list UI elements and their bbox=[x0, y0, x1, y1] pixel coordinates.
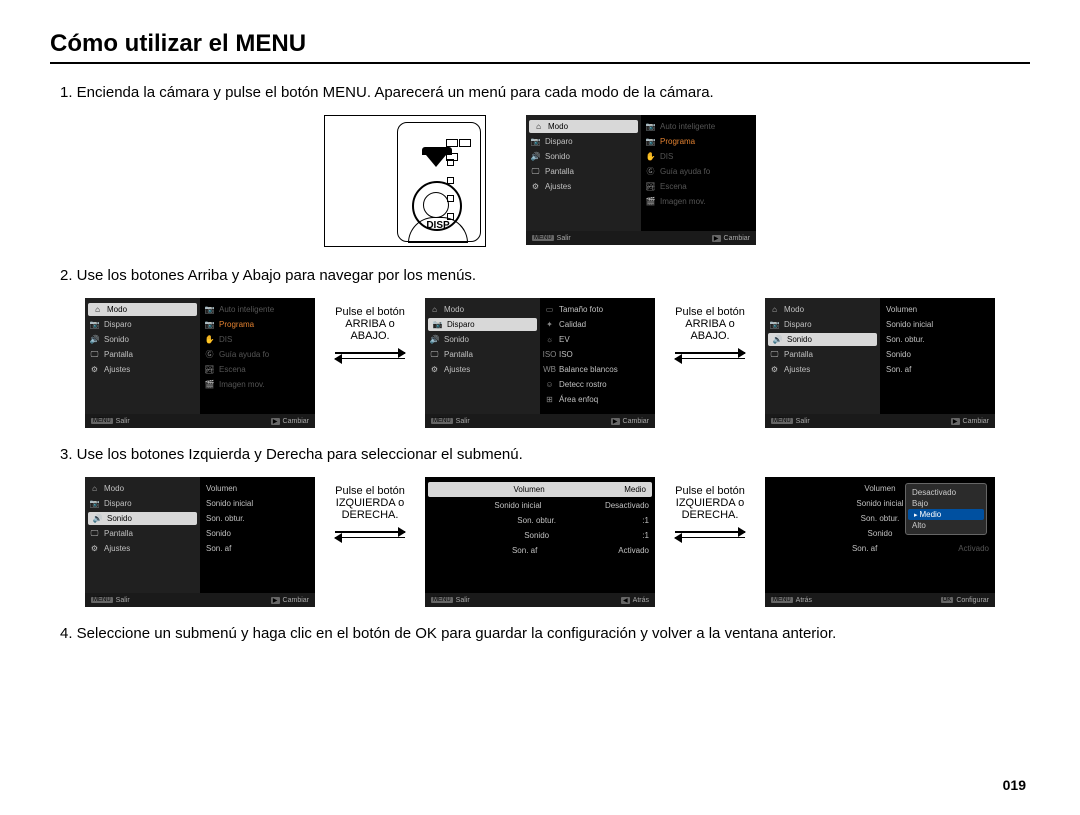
arrow-right-icon bbox=[675, 531, 745, 533]
menu-item-modo[interactable]: ⌂Modo bbox=[529, 120, 638, 133]
menu-item-sonido[interactable]: 🔊Sonido bbox=[526, 149, 641, 164]
arrow-right-icon bbox=[335, 352, 405, 354]
option-bajo[interactable]: Bajo bbox=[906, 498, 986, 509]
volume-option-panel: Desactivado Bajo Medio Alto bbox=[905, 483, 987, 535]
instruction-updown-2: Pulse el botón ARRIBA o ABAJO. bbox=[665, 298, 755, 359]
arrow-right-icon bbox=[675, 352, 745, 354]
instruction-lr-2: Pulse el botón IZQUIERDA o DERECHA. bbox=[665, 477, 755, 538]
step-2: 2. Use los botones Arriba y Abajo para n… bbox=[60, 267, 1030, 284]
screen-sonido: ⌂Modo 📷Disparo 🔊Sonido 🖵Pantalla ⚙Ajuste… bbox=[765, 298, 995, 428]
option-alto[interactable]: Alto bbox=[906, 520, 986, 531]
kv-af[interactable]: Son. afActivado bbox=[425, 543, 655, 558]
kv-volumen[interactable]: VolumenMedio bbox=[428, 482, 652, 497]
arrow-left-icon bbox=[675, 358, 745, 360]
step-4: 4. Seleccione un submenú y haga clic en … bbox=[60, 625, 1030, 642]
camera-body: DISP bbox=[397, 122, 481, 242]
camera-diagram: DISP bbox=[324, 115, 486, 247]
row-1: DISP ⌂Modo 📷Disparo 🔊Sonido 🖵Pantalla ⚙A… bbox=[50, 115, 1030, 247]
page-title: Cómo utilizar el MENU bbox=[50, 30, 1030, 64]
submenu-dis[interactable]: ✋DIS bbox=[641, 149, 756, 164]
submenu-guia[interactable]: ⒼGuía ayuda fo bbox=[641, 164, 756, 179]
submenu-auto[interactable]: 📷Auto inteligente bbox=[641, 119, 756, 134]
row-3: ⌂Modo 📷Disparo 🔊Sonido 🖵Pantalla ⚙Ajuste… bbox=[50, 477, 1030, 607]
kv-obtur[interactable]: Son. obtur.:1 bbox=[425, 513, 655, 528]
screen-volume-options: Volumen Sonido inicial Son. obtur. Sonid… bbox=[765, 477, 995, 607]
option-desactivado[interactable]: Desactivado bbox=[906, 487, 986, 498]
option-medio[interactable]: Medio bbox=[908, 509, 984, 520]
step-1: 1. Encienda la cámara y pulse el botón M… bbox=[60, 84, 1030, 101]
page-number: 019 bbox=[1003, 777, 1026, 793]
down-arrow-icon bbox=[426, 155, 446, 167]
menu-item-ajustes[interactable]: ⚙Ajustes bbox=[526, 179, 641, 194]
step-3: 3. Use los botones Izquierda y Derecha p… bbox=[60, 446, 1030, 463]
screen-disparo: ⌂Modo 📷Disparo 🔊Sonido 🖵Pantalla ⚙Ajuste… bbox=[425, 298, 655, 428]
row-2: ⌂Modo 📷Disparo 🔊Sonido 🖵Pantalla ⚙Ajuste… bbox=[50, 298, 1030, 428]
kv-inicial[interactable]: Sonido inicialDesactivado bbox=[425, 498, 655, 513]
arrow-left-icon bbox=[335, 537, 405, 539]
screen-sonido-sub: ⌂Modo 📷Disparo 🔊Sonido 🖵Pantalla ⚙Ajuste… bbox=[85, 477, 315, 607]
menu-screen-main: ⌂Modo 📷Disparo 🔊Sonido 🖵Pantalla ⚙Ajuste… bbox=[526, 115, 756, 245]
arrow-left-icon bbox=[335, 358, 405, 360]
screen-footer: MENUSalir ▶Cambiar bbox=[526, 231, 756, 245]
menu-item-pantalla[interactable]: 🖵Pantalla bbox=[526, 164, 641, 179]
menu-right-col: 📷Auto inteligente 📷Programa ✋DIS ⒼGuía a… bbox=[641, 115, 756, 231]
submenu-programa[interactable]: 📷Programa bbox=[641, 134, 756, 149]
instruction-updown-1: Pulse el botón ARRIBA o ABAJO. bbox=[325, 298, 415, 359]
instruction-lr-1: Pulse el botón IZQUIERDA o DERECHA. bbox=[325, 477, 415, 538]
submenu-escena[interactable]: 🏞Escena bbox=[641, 179, 756, 194]
menu-left-col: ⌂Modo 📷Disparo 🔊Sonido 🖵Pantalla ⚙Ajuste… bbox=[526, 115, 641, 231]
menu-item-disparo[interactable]: 📷Disparo bbox=[526, 134, 641, 149]
kv-sonido[interactable]: Sonido:1 bbox=[425, 528, 655, 543]
screen-modo: ⌂Modo 📷Disparo 🔊Sonido 🖵Pantalla ⚙Ajuste… bbox=[85, 298, 315, 428]
arrow-right-icon bbox=[335, 531, 405, 533]
arrow-left-icon bbox=[675, 537, 745, 539]
screen-sound-values: VolumenMedio Sonido inicialDesactivado S… bbox=[425, 477, 655, 607]
submenu-imagen[interactable]: 🎬Imagen mov. bbox=[641, 194, 756, 209]
